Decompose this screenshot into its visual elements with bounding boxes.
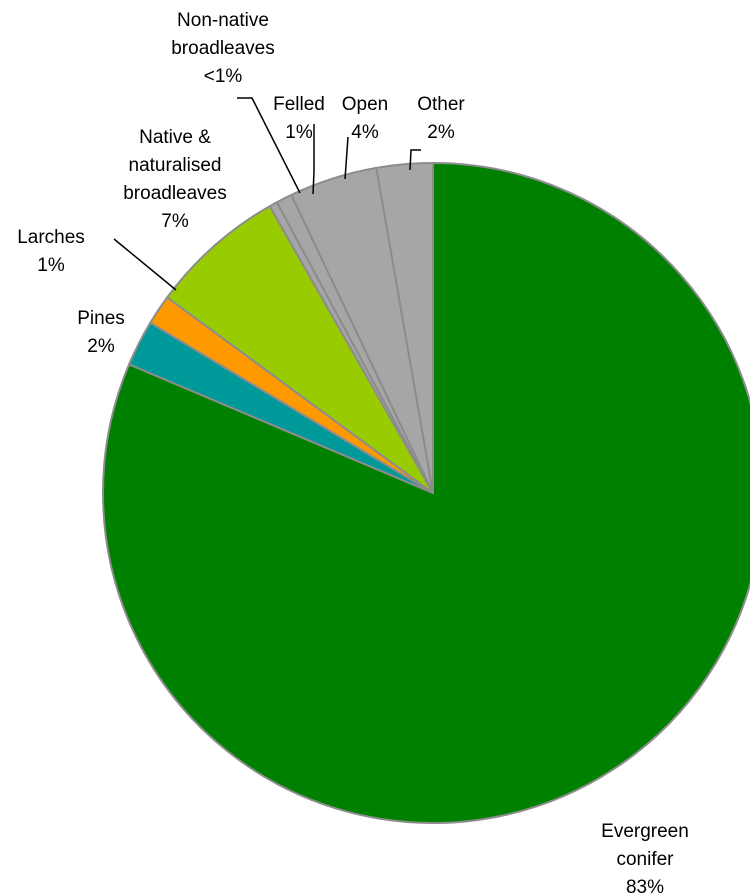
slice-percent: 83% — [626, 877, 664, 896]
slice-percent: 4% — [351, 122, 379, 143]
slice-label-pines: Pines 2% — [77, 308, 125, 357]
slice-label-line: Evergreen — [601, 821, 689, 842]
pie-slice-other — [375, 162, 434, 494]
leader-lines — [113, 97, 421, 291]
slice-percent: <1% — [204, 66, 243, 87]
slice-label-line: naturalised — [129, 155, 222, 176]
slice-label-line: Pines — [77, 308, 125, 329]
slice-percent: 1% — [37, 255, 65, 276]
slice-label-larches: Larches 1% — [17, 227, 85, 276]
slice-label-native-naturalised-broadleaves: Native & naturalised broadleaves 7% — [123, 127, 227, 232]
slice-label-evergreen-conifer: Evergreen conifer 83% — [601, 821, 689, 896]
slice-label-line: broadleaves — [123, 183, 227, 204]
leader-line-other — [409, 149, 421, 171]
slice-label-line: Open — [342, 94, 388, 115]
pie-slice-evergreen-conifer — [102, 162, 750, 824]
slice-label-line: Native & — [139, 127, 211, 148]
slice-label-line: broadleaves — [171, 38, 275, 59]
pie-slice-native-naturalised-broadleaves — [166, 205, 434, 494]
slice-percent: 2% — [427, 122, 455, 143]
slice-percent: 7% — [161, 211, 189, 232]
slice-label-open: Open 4% — [342, 94, 388, 143]
slice-label-line: Non-native — [177, 10, 269, 31]
slice-label-line: Other — [417, 94, 465, 115]
slice-label-line: Felled — [273, 94, 325, 115]
slice-percent: 2% — [87, 336, 115, 357]
leader-line-open — [344, 136, 349, 180]
slice-label-other: Other 2% — [417, 94, 465, 143]
slice-percent: 1% — [285, 122, 313, 143]
slice-label-line: conifer — [616, 849, 674, 870]
slice-label-line: Larches — [17, 227, 85, 248]
leader-line-felled — [312, 124, 315, 195]
leader-line-non-native-broadleaves — [237, 97, 301, 194]
pie-slices — [102, 162, 750, 824]
slice-label-non-native-broadleaves: Non-native broadleaves <1% — [171, 10, 275, 87]
slice-label-felled: Felled 1% — [273, 94, 325, 143]
leader-line-larches — [113, 238, 177, 291]
slice-labels: Evergreen conifer 83% Pines 2% Larches 1% Nativ… — [17, 10, 689, 896]
